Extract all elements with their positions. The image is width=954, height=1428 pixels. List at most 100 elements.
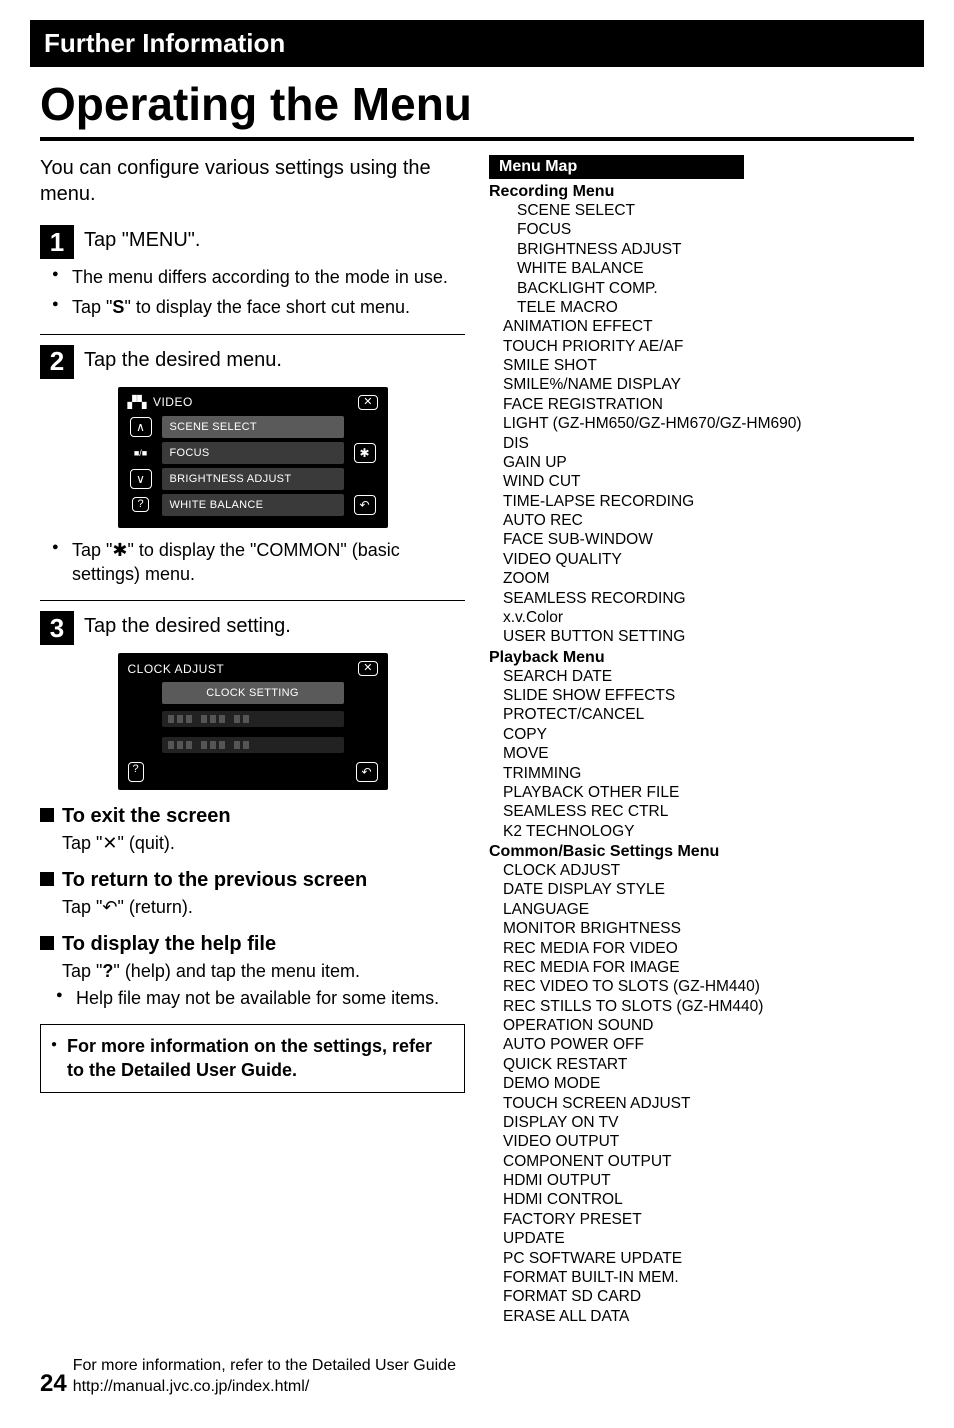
- ss2-item-scene-select[interactable]: SCENE SELECT: [162, 416, 344, 438]
- step-3-text: Tap the desired setting.: [84, 611, 291, 639]
- menu-item: REC STILLS TO SLOTS (GZ-HM440): [503, 997, 914, 1016]
- menu-item: TIME-LAPSE RECORDING: [503, 492, 914, 511]
- menu-item: FACE REGISTRATION: [503, 395, 914, 414]
- section-header: Further Information: [30, 20, 924, 67]
- menu-item: FACE SUB-WINDOW: [503, 530, 914, 549]
- help-section: To display the help file: [40, 932, 465, 957]
- recording-menu-title: Recording Menu: [489, 183, 914, 201]
- menu-item: REC VIDEO TO SLOTS (GZ-HM440): [503, 977, 914, 996]
- close-icon[interactable]: ✕: [358, 661, 377, 676]
- help-title: To display the help file: [62, 932, 276, 957]
- help-icon[interactable]: ?: [128, 762, 144, 782]
- page-title: Operating the Menu: [40, 77, 914, 141]
- menu-item: OPERATION SOUND: [503, 1016, 914, 1035]
- menu-item: LANGUAGE: [503, 900, 914, 919]
- playback-list: SEARCH DATESLIDE SHOW EFFECTSPROTECT/CAN…: [503, 667, 914, 841]
- page-indicator-icon: ■/■: [134, 448, 147, 458]
- step-1-bullet-1: The menu differs according to the mode i…: [58, 265, 465, 289]
- gear-icon[interactable]: ✱: [354, 443, 376, 463]
- menu-item: DATE DISPLAY STYLE: [503, 880, 914, 899]
- return-arrow-icon: ↶: [102, 897, 117, 917]
- menu-item: BRIGHTNESS ADJUST: [517, 240, 914, 259]
- quit-x-icon: ✕: [102, 833, 117, 853]
- menu-item: GAIN UP: [503, 453, 914, 472]
- separator: [40, 334, 465, 335]
- menu-item: PLAYBACK OTHER FILE: [503, 783, 914, 802]
- menu-item: WHITE BALANCE: [517, 259, 914, 278]
- info-box: For more information on the settings, re…: [40, 1024, 465, 1093]
- ss2-item-white-balance[interactable]: WHITE BALANCE: [162, 494, 344, 516]
- footer-line-2: http://manual.jvc.co.jp/index.html/: [73, 1378, 310, 1395]
- menu-item: HDMI CONTROL: [503, 1190, 914, 1209]
- menu-item: K2 TECHNOLOGY: [503, 822, 914, 841]
- common-menu-title: Common/Basic Settings Menu: [489, 843, 914, 861]
- back-icon[interactable]: ↶: [354, 495, 376, 515]
- menu-item: SEAMLESS RECORDING: [503, 589, 914, 608]
- back-icon[interactable]: ↶: [356, 762, 378, 782]
- menu-item: TOUCH PRIORITY AE/AF: [503, 337, 914, 356]
- step-3: 3 Tap the desired setting. CLOCK ADJUST …: [40, 611, 465, 790]
- return-text: Tap "↶" (return).: [62, 897, 465, 918]
- menu-item: ANIMATION EFFECT: [503, 317, 914, 336]
- menu-item: FORMAT BUILT-IN MEM.: [503, 1268, 914, 1287]
- menu-item: USER BUTTON SETTING: [503, 627, 914, 646]
- menu-map-header: Menu Map: [489, 155, 744, 179]
- recording-list: ANIMATION EFFECTTOUCH PRIORITY AE/AFSMIL…: [503, 317, 914, 646]
- step-1-bullet-2: Tap "S" to display the face short cut me…: [58, 295, 465, 319]
- step-2-bullet-1: Tap "✱" to display the "COMMON" (basic s…: [58, 538, 465, 587]
- page-number: 24: [40, 1370, 67, 1398]
- exit-section: To exit the screen: [40, 804, 465, 829]
- step-2-screenshot: ▞▚ VIDEO ✕ ∧ SCENE SELECT ■/■ FOCUS ✱ ∨ …: [118, 387, 388, 528]
- left-column: You can configure various settings using…: [40, 155, 465, 1326]
- close-icon[interactable]: ✕: [358, 395, 377, 410]
- ss2-item-brightness[interactable]: BRIGHTNESS ADJUST: [162, 468, 344, 490]
- menu-item: FACTORY PRESET: [503, 1210, 914, 1229]
- down-arrow-icon[interactable]: ∨: [130, 469, 152, 489]
- menu-item: FOCUS: [517, 220, 914, 239]
- menu-item: DISPLAY ON TV: [503, 1113, 914, 1132]
- step-2-number: 2: [40, 345, 74, 379]
- menu-item: SCENE SELECT: [517, 201, 914, 220]
- step-1: 1 Tap "MENU". The menu differs according…: [40, 225, 465, 320]
- menu-item: AUTO REC: [503, 511, 914, 530]
- step-2-text: Tap the desired menu.: [84, 345, 282, 373]
- menu-item: MOVE: [503, 744, 914, 763]
- ss3-title: CLOCK ADJUST: [128, 662, 225, 676]
- recording-indented-list: SCENE SELECTFOCUSBRIGHTNESS ADJUSTWHITE …: [517, 201, 914, 317]
- menu-item: PC SOFTWARE UPDATE: [503, 1249, 914, 1268]
- menu-item: TRIMMING: [503, 764, 914, 783]
- menu-item: COPY: [503, 725, 914, 744]
- menu-item: REC MEDIA FOR VIDEO: [503, 939, 914, 958]
- help-icon[interactable]: ?: [132, 497, 148, 512]
- menu-item: CLOCK ADJUST: [503, 861, 914, 880]
- footer-line-1: For more information, refer to the Detai…: [73, 1357, 456, 1374]
- menu-item: SEAMLESS REC CTRL: [503, 802, 914, 821]
- ss2-item-focus[interactable]: FOCUS: [162, 442, 344, 464]
- ss3-dimmed-row: [162, 711, 344, 727]
- playback-menu-title: Playback Menu: [489, 649, 914, 667]
- menu-item: AUTO POWER OFF: [503, 1035, 914, 1054]
- menu-item: ZOOM: [503, 569, 914, 588]
- step-1-number: 1: [40, 225, 74, 259]
- menu-item: MONITOR BRIGHTNESS: [503, 919, 914, 938]
- menu-item: DEMO MODE: [503, 1074, 914, 1093]
- menu-item: QUICK RESTART: [503, 1055, 914, 1074]
- ss3-item-clock-setting[interactable]: CLOCK SETTING: [162, 682, 344, 704]
- video-icon: ▞▚: [128, 395, 147, 409]
- up-arrow-icon[interactable]: ∧: [130, 417, 152, 437]
- return-title: To return to the previous screen: [62, 868, 367, 893]
- help-bullet-1: Help file may not be available for some …: [62, 986, 465, 1010]
- square-bullet-icon: [40, 872, 54, 886]
- menu-item: UPDATE: [503, 1229, 914, 1248]
- menu-item: SLIDE SHOW EFFECTS: [503, 686, 914, 705]
- common-list: CLOCK ADJUSTDATE DISPLAY STYLELANGUAGEMO…: [503, 861, 914, 1326]
- exit-title: To exit the screen: [62, 804, 231, 829]
- intro-text: You can configure various settings using…: [40, 155, 465, 207]
- help-text: Tap "?" (help) and tap the menu item.: [62, 961, 465, 982]
- menu-item: ERASE ALL DATA: [503, 1307, 914, 1326]
- step-1-text: Tap "MENU".: [84, 225, 200, 253]
- ss2-title: VIDEO: [153, 395, 193, 409]
- return-section: To return to the previous screen: [40, 868, 465, 893]
- right-column: Menu Map Recording Menu SCENE SELECTFOCU…: [489, 155, 914, 1326]
- step-2: 2 Tap the desired menu. ▞▚ VIDEO ✕ ∧ SCE…: [40, 345, 465, 587]
